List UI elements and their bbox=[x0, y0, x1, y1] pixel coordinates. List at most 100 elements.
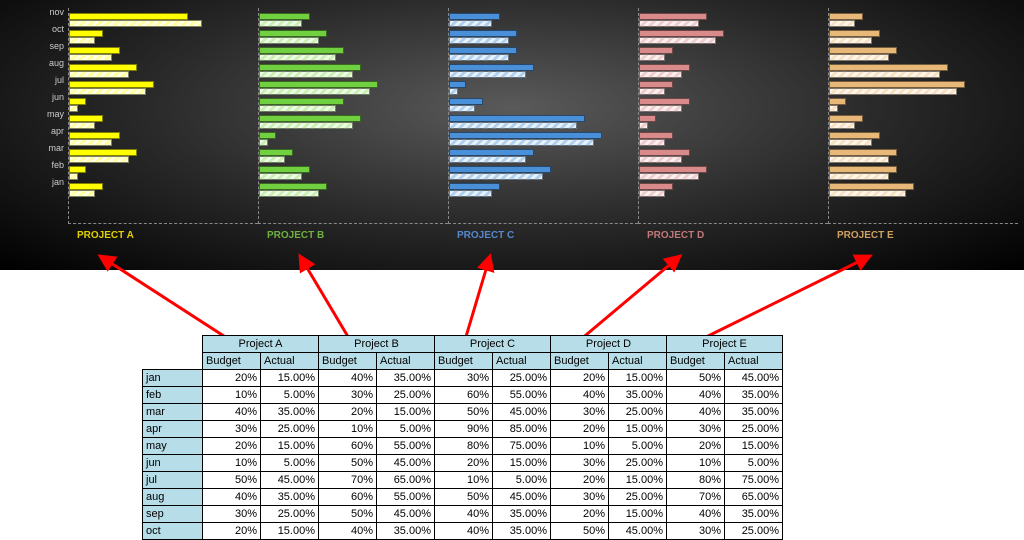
month-label: jun bbox=[34, 89, 64, 106]
month-cell: sep bbox=[143, 506, 203, 523]
bar-actual bbox=[639, 54, 665, 61]
bar-budget bbox=[449, 98, 483, 105]
bar-actual bbox=[639, 20, 699, 27]
table-corner bbox=[143, 336, 203, 370]
bar-budget bbox=[829, 47, 897, 54]
project-header: Project D bbox=[551, 336, 667, 353]
data-cell: 25.00% bbox=[377, 387, 435, 404]
bar-budget bbox=[449, 166, 551, 173]
data-cell: 65.00% bbox=[725, 489, 783, 506]
data-cell: 20% bbox=[319, 404, 377, 421]
bar-actual bbox=[69, 54, 112, 61]
month-cell: mar bbox=[143, 404, 203, 421]
bar-actual bbox=[259, 139, 268, 146]
bar-actual bbox=[449, 37, 509, 44]
month-label: oct bbox=[34, 21, 64, 38]
data-cell: 40% bbox=[319, 523, 377, 540]
bar-actual bbox=[449, 156, 526, 163]
bar-budget bbox=[259, 13, 310, 20]
data-cell: 5.00% bbox=[261, 455, 319, 472]
sub-header: Budget bbox=[435, 353, 493, 370]
table-row: feb10%5.00%30%25.00%60%55.00%40%35.00%40… bbox=[143, 387, 783, 404]
bar-budget bbox=[639, 166, 707, 173]
data-cell: 60% bbox=[319, 438, 377, 455]
bar-actual bbox=[639, 139, 665, 146]
bar-actual bbox=[829, 190, 906, 197]
data-cell: 40% bbox=[667, 404, 725, 421]
sub-header: Actual bbox=[493, 353, 551, 370]
data-cell: 40% bbox=[667, 387, 725, 404]
data-cell: 35.00% bbox=[493, 506, 551, 523]
data-cell: 15.00% bbox=[725, 438, 783, 455]
data-cell: 20% bbox=[551, 370, 609, 387]
bar-budget bbox=[69, 115, 103, 122]
data-cell: 50% bbox=[551, 523, 609, 540]
chart-panel: PROJECT D bbox=[638, 8, 828, 224]
chart-panel: PROJECT B bbox=[258, 8, 448, 224]
data-cell: 25.00% bbox=[261, 506, 319, 523]
data-cell: 50% bbox=[667, 370, 725, 387]
bar-budget bbox=[829, 81, 965, 88]
data-cell: 20% bbox=[551, 472, 609, 489]
chart-panels: PROJECT APROJECT BPROJECT CPROJECT DPROJ… bbox=[68, 8, 1024, 238]
data-cell: 15.00% bbox=[493, 455, 551, 472]
month-label: apr bbox=[34, 123, 64, 140]
bar-budget bbox=[639, 64, 690, 71]
data-cell: 45.00% bbox=[493, 404, 551, 421]
data-cell: 40% bbox=[435, 506, 493, 523]
bar-budget bbox=[69, 149, 137, 156]
data-cell: 40% bbox=[551, 387, 609, 404]
panel-title: PROJECT A bbox=[77, 230, 134, 241]
bar-actual bbox=[829, 37, 872, 44]
bar-actual bbox=[639, 88, 665, 95]
data-cell: 50% bbox=[319, 506, 377, 523]
data-cell: 20% bbox=[203, 370, 261, 387]
bar-budget bbox=[259, 149, 293, 156]
panel-title: PROJECT D bbox=[647, 230, 704, 241]
data-cell: 30% bbox=[435, 370, 493, 387]
bar-budget bbox=[259, 183, 327, 190]
bar-actual bbox=[829, 105, 838, 112]
project-header: Project E bbox=[667, 336, 783, 353]
sub-header: Budget bbox=[319, 353, 377, 370]
bar-actual bbox=[69, 37, 95, 44]
bar-actual bbox=[829, 173, 889, 180]
data-cell: 10% bbox=[667, 455, 725, 472]
data-cell: 25.00% bbox=[609, 404, 667, 421]
bar-actual bbox=[69, 20, 202, 27]
data-cell: 60% bbox=[435, 387, 493, 404]
bar-actual bbox=[69, 122, 95, 129]
bar-budget bbox=[449, 149, 534, 156]
bar-actual bbox=[449, 122, 577, 129]
bar-budget bbox=[829, 98, 846, 105]
data-cell: 30% bbox=[203, 506, 261, 523]
data-cell: 50% bbox=[203, 472, 261, 489]
data-cell: 10% bbox=[203, 387, 261, 404]
data-cell: 30% bbox=[319, 387, 377, 404]
month-cell: apr bbox=[143, 421, 203, 438]
table-row: jun10%5.00%50%45.00%20%15.00%30%25.00%10… bbox=[143, 455, 783, 472]
bar-budget bbox=[639, 115, 656, 122]
data-cell: 15.00% bbox=[261, 370, 319, 387]
data-cell: 40% bbox=[435, 523, 493, 540]
month-label: nov bbox=[34, 4, 64, 21]
bar-actual bbox=[449, 105, 475, 112]
bar-actual bbox=[259, 71, 353, 78]
bar-budget bbox=[69, 166, 86, 173]
bar-budget bbox=[69, 132, 120, 139]
bar-budget bbox=[829, 64, 948, 71]
sub-header: Budget bbox=[551, 353, 609, 370]
data-cell: 35.00% bbox=[377, 523, 435, 540]
data-cell: 60% bbox=[319, 489, 377, 506]
data-cell: 85.00% bbox=[493, 421, 551, 438]
data-cell: 45.00% bbox=[609, 523, 667, 540]
data-cell: 5.00% bbox=[609, 438, 667, 455]
bar-budget bbox=[639, 81, 673, 88]
data-cell: 40% bbox=[203, 404, 261, 421]
data-cell: 10% bbox=[319, 421, 377, 438]
bar-actual bbox=[259, 88, 370, 95]
data-cell: 5.00% bbox=[725, 455, 783, 472]
bar-actual bbox=[69, 173, 78, 180]
data-cell: 30% bbox=[551, 404, 609, 421]
data-cell: 10% bbox=[435, 472, 493, 489]
